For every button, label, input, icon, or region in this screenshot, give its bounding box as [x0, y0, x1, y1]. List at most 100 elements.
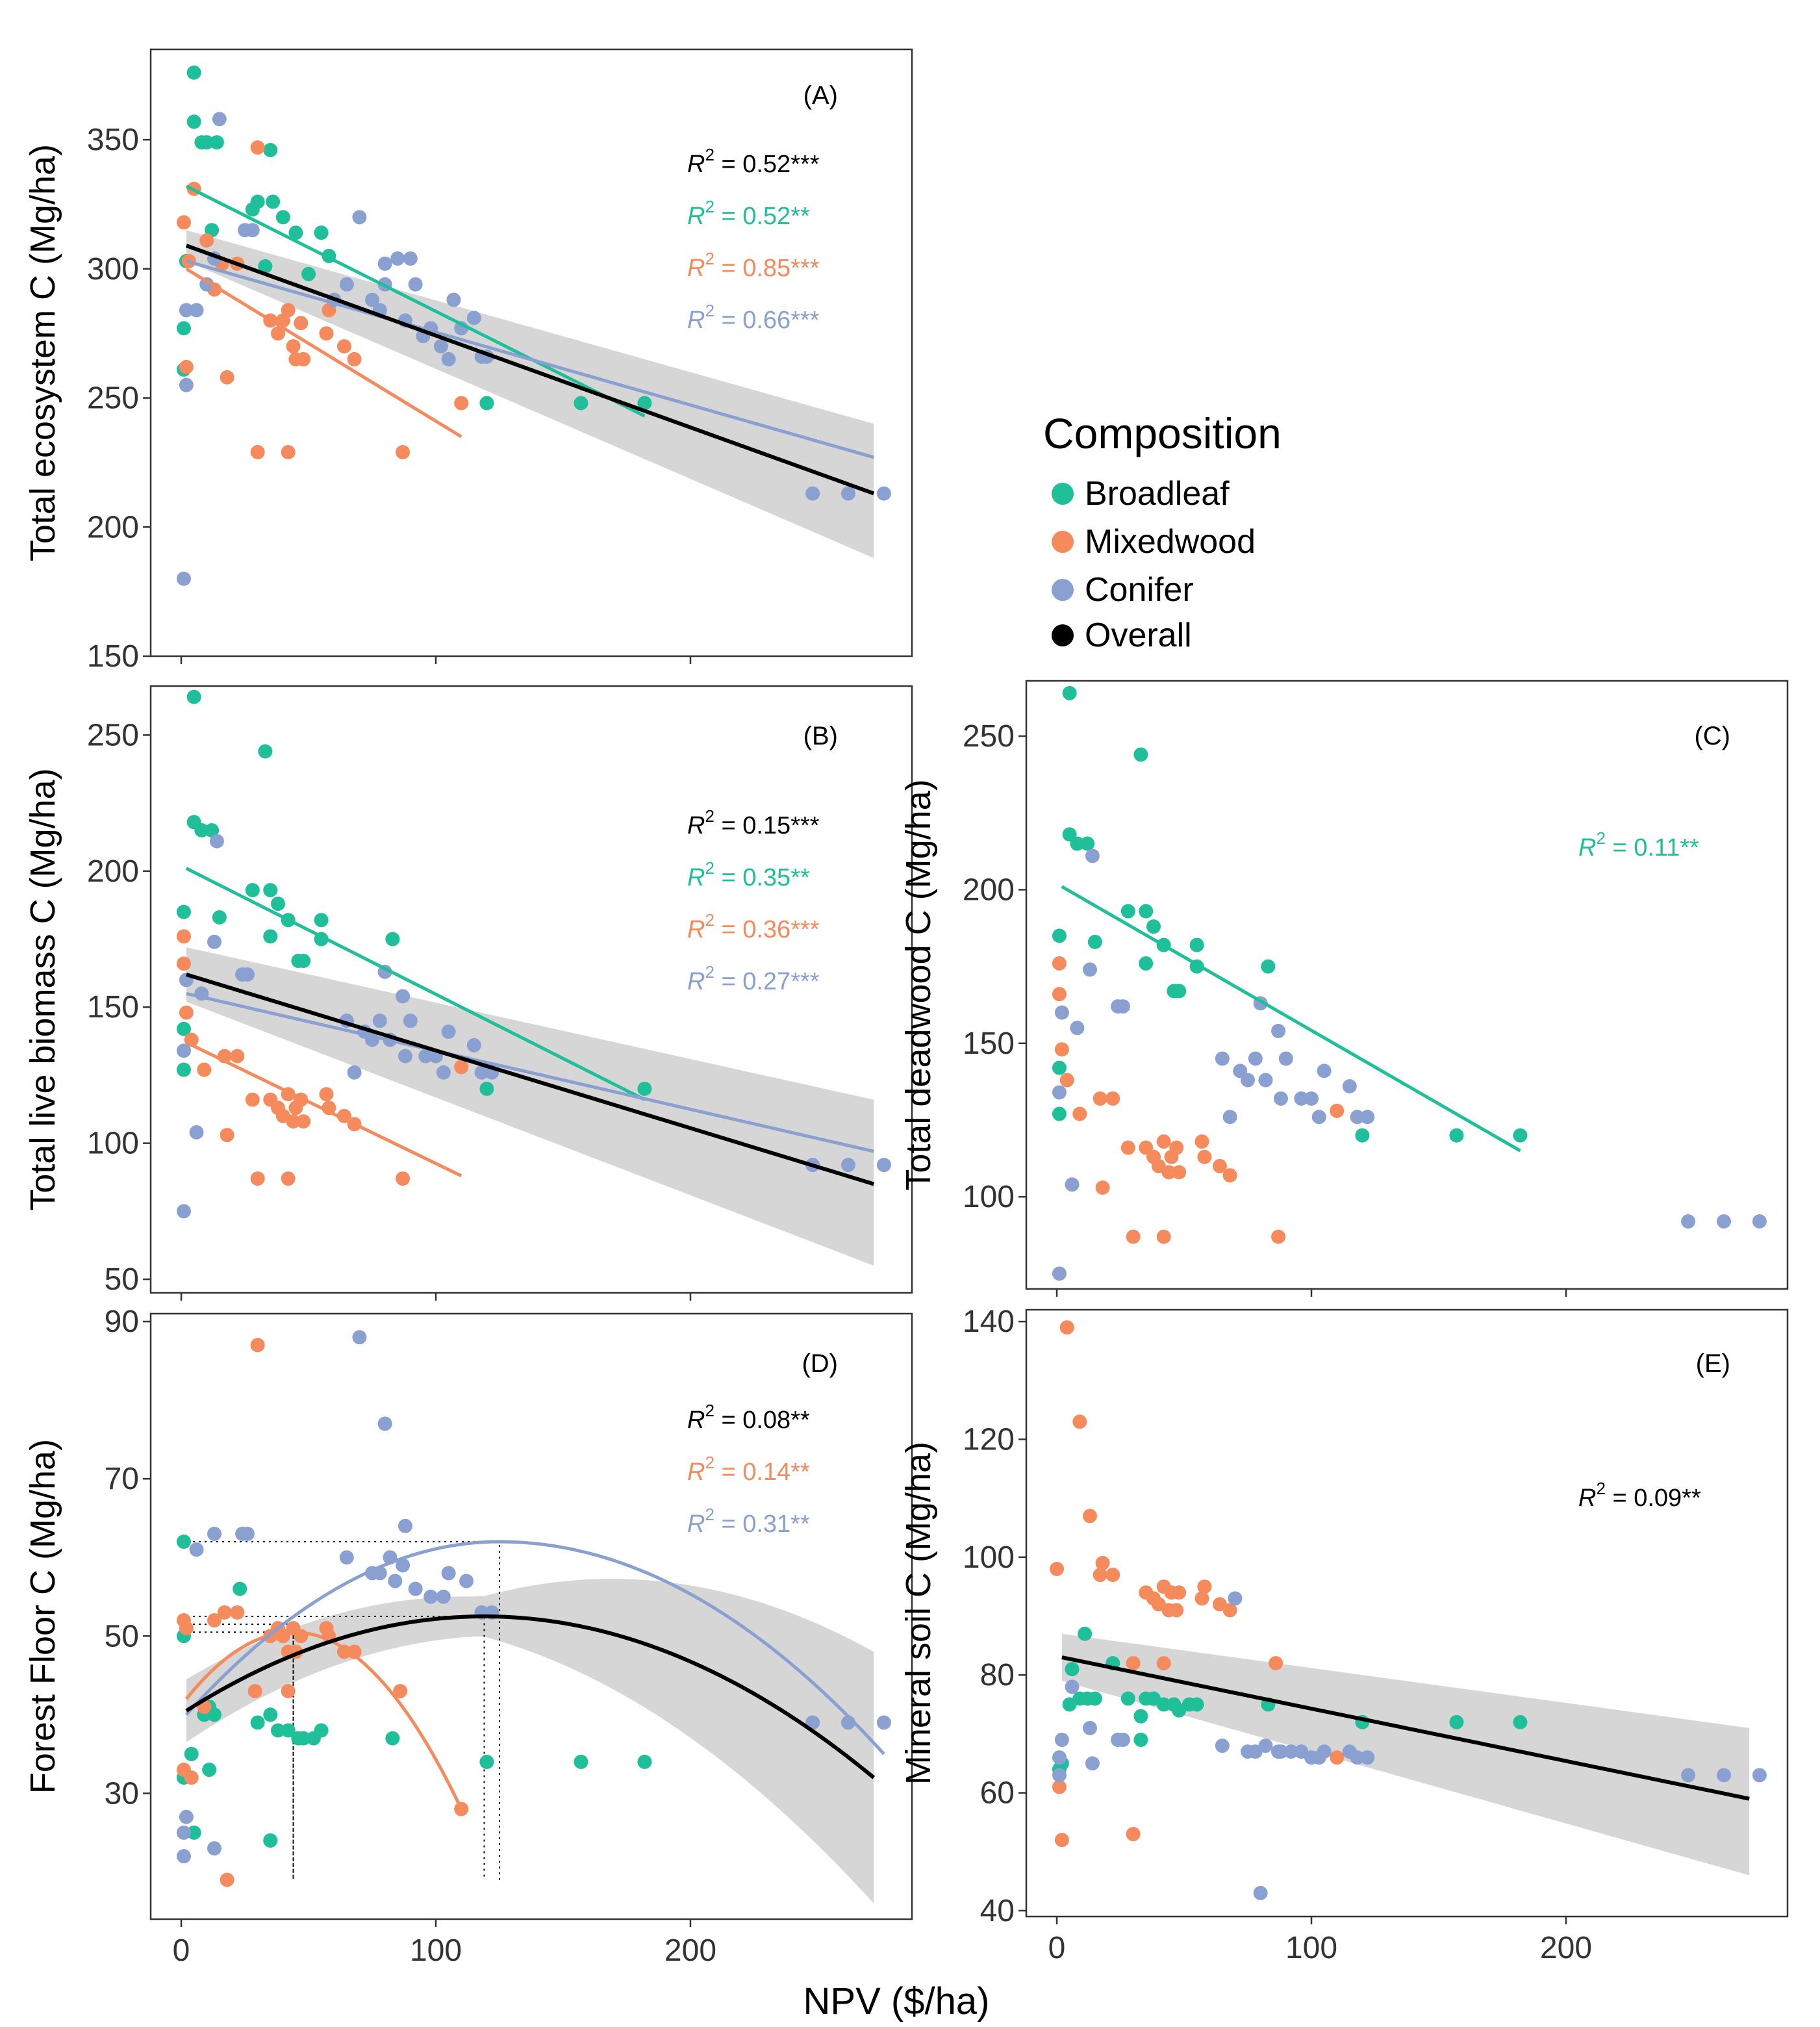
point-conifer: [176, 1204, 191, 1219]
point-mixedwood: [1197, 1579, 1212, 1594]
confidence-band: [186, 230, 874, 558]
point-mixedwood: [1169, 1603, 1184, 1618]
point-mixedwood: [1156, 1656, 1171, 1671]
legend: Composition Broadleaf Mixedwood Conifer …: [1043, 409, 1282, 654]
point-conifer: [1717, 1214, 1732, 1229]
point-mixedwood: [1054, 1833, 1069, 1848]
point-conifer: [474, 1065, 489, 1080]
point-broadleaf: [288, 225, 303, 240]
panel-c: 100 150 200 250 (C) Total deadwood C (Mg/ha) R…: [899, 680, 1789, 1297]
point-conifer: [1350, 1750, 1365, 1765]
point-conifer: [436, 1589, 451, 1604]
y-tick-label: 120: [963, 1422, 1015, 1457]
point-broadleaf: [1146, 919, 1161, 934]
point-broadleaf: [1139, 956, 1154, 971]
point-mixedwood: [250, 445, 265, 460]
point-mixedwood: [220, 1872, 234, 1887]
point-mixedwood: [1156, 1229, 1171, 1244]
point-mixedwood: [1126, 1229, 1141, 1244]
point-mixedwood: [454, 396, 469, 411]
point-mixedwood: [347, 351, 362, 366]
plot-area: [176, 1330, 891, 1904]
fit-line-overall: [185, 1614, 876, 1779]
r2-annotation-broadleaf: R2 = 0.11**: [1578, 828, 1699, 861]
y-tick-label: 140: [963, 1305, 1015, 1339]
point-broadleaf: [202, 1763, 217, 1778]
y-tick-label: 250: [87, 718, 139, 752]
point-mixedwood: [1054, 1042, 1069, 1057]
point-broadleaf: [301, 266, 316, 281]
point-broadleaf: [637, 1081, 652, 1096]
point-conifer: [347, 1065, 362, 1080]
point-broadleaf: [1156, 1697, 1171, 1712]
point-mixedwood: [1106, 1568, 1120, 1583]
point-mixedwood: [1172, 1585, 1187, 1600]
point-broadleaf: [263, 929, 278, 944]
point-conifer: [1248, 1051, 1263, 1066]
point-mixedwood: [281, 445, 296, 460]
confidence-band: [186, 1579, 874, 1904]
point-mixedwood: [1082, 1509, 1097, 1523]
legend-label-broadleaf: Broadleaf: [1085, 475, 1230, 513]
point-broadleaf: [275, 210, 290, 225]
point-conifer: [1054, 1732, 1069, 1747]
panel-label: (A): [803, 81, 838, 110]
point-conifer: [365, 292, 380, 307]
fit-line-broadleaf: [185, 867, 646, 1101]
point-broadleaf: [479, 396, 494, 411]
point-broadleaf: [1513, 1715, 1528, 1729]
point-mixedwood: [319, 1087, 334, 1102]
point-conifer: [189, 303, 204, 318]
point-conifer: [403, 1014, 418, 1028]
point-broadleaf: [1449, 1715, 1464, 1729]
panel-b: 50 100 150 200 250 (B) Total live biomass C (M…: [23, 685, 913, 1301]
point-broadleaf: [209, 135, 224, 150]
r2-annotation-conifer: R2 = 0.27***: [687, 962, 820, 995]
point-conifer: [1273, 1744, 1288, 1759]
guide-line-2: [181, 1616, 485, 1880]
point-conifer: [1311, 1110, 1326, 1125]
r2-annotation-conifer: R2 = 0.31**: [687, 1505, 810, 1538]
point-conifer: [876, 1715, 891, 1730]
point-conifer: [176, 1043, 191, 1058]
point-conifer: [423, 1589, 438, 1604]
point-mixedwood: [1169, 1140, 1184, 1155]
y-tick-label: 150: [87, 639, 139, 674]
series-mixedwood: [176, 140, 469, 460]
point-conifer: [398, 1518, 412, 1533]
point-broadleaf: [1065, 1662, 1080, 1677]
point-broadleaf: [1261, 959, 1276, 974]
point-mixedwood: [1330, 1103, 1345, 1118]
point-mixedwood: [1072, 1414, 1087, 1429]
point-mixedwood: [1222, 1168, 1237, 1183]
point-broadleaf: [574, 396, 588, 411]
point-conifer: [1115, 1732, 1130, 1747]
legend-item-conifer: Conifer: [1052, 571, 1194, 609]
point-conifer: [352, 210, 367, 225]
y-tick-label: 30: [105, 1776, 139, 1811]
point-conifer: [245, 223, 260, 238]
point-conifer: [1258, 1739, 1273, 1753]
point-broadleaf: [281, 1723, 296, 1738]
point-broadleaf: [1449, 1128, 1464, 1143]
fit-line-mixedwood: [185, 267, 462, 439]
point-conifer: [207, 1526, 221, 1541]
point-mixedwood: [336, 339, 351, 354]
point-mixedwood: [396, 1171, 411, 1186]
point-broadleaf: [1080, 836, 1095, 851]
y-tick-label: 80: [980, 1658, 1015, 1692]
point-mixedwood: [247, 1683, 262, 1698]
r2-annotation-mixedwood: R2 = 0.85***: [687, 249, 820, 282]
point-conifer: [408, 277, 423, 292]
point-mixedwood: [319, 326, 334, 341]
point-broadleaf: [637, 396, 652, 411]
point-conifer: [209, 834, 224, 848]
point-broadleaf: [250, 1715, 265, 1730]
point-mixedwood: [336, 1644, 351, 1659]
point-mixedwood: [1269, 1656, 1283, 1671]
point-conifer: [841, 486, 856, 501]
point-broadleaf: [194, 822, 209, 837]
point-broadleaf: [1087, 934, 1102, 949]
point-conifer: [1082, 962, 1097, 977]
